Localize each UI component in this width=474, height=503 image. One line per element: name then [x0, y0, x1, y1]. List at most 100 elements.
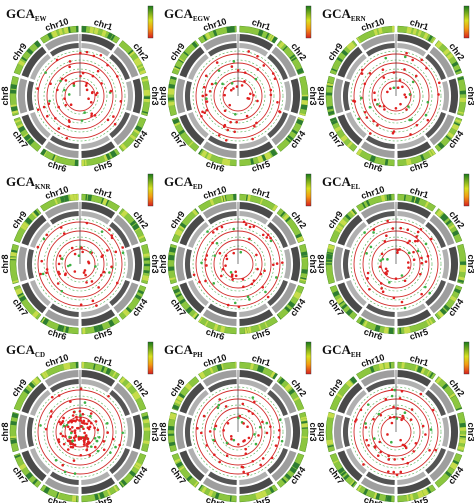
- density-patch: [291, 56, 297, 62]
- snp-dot: [378, 265, 382, 269]
- density-patch: [126, 383, 132, 390]
- density-patch: [213, 323, 219, 331]
- snp-dot: [413, 239, 417, 243]
- dark-track: [188, 221, 209, 248]
- density-patch: [300, 418, 308, 422]
- snp-dot: [64, 435, 67, 438]
- density-patch: [138, 235, 145, 240]
- density-patch: [285, 137, 292, 143]
- snp-dot: [373, 446, 377, 449]
- chromosome-label: chr5: [408, 495, 429, 503]
- chromosome-band: [276, 117, 305, 152]
- density-patch: [350, 481, 357, 487]
- gray-track: [44, 370, 79, 387]
- density-patch: [276, 314, 282, 320]
- title-subscript: ED: [193, 183, 203, 191]
- density-patch: [411, 195, 416, 203]
- density-patch: [454, 288, 461, 294]
- snp-dot: [36, 108, 40, 111]
- snp-dot: [415, 123, 419, 127]
- density-patch: [15, 287, 23, 295]
- snp-dot: [399, 470, 403, 474]
- density-patch: [141, 78, 149, 82]
- snp-dot: [87, 419, 90, 423]
- dark-track: [284, 248, 291, 280]
- snp-dot: [398, 78, 402, 82]
- density-patch: [10, 438, 17, 444]
- snp-dot: [365, 252, 368, 255]
- snp-dot: [390, 388, 394, 391]
- dark-track: [49, 43, 79, 57]
- dark-track: [109, 448, 130, 475]
- snp-dot: [42, 105, 46, 109]
- density-patch: [326, 93, 333, 95]
- snp-dot: [248, 225, 252, 229]
- snp-dot: [75, 415, 78, 419]
- snp-dot: [424, 113, 428, 117]
- density-patch: [63, 27, 69, 34]
- density-patch: [459, 438, 466, 444]
- density-patch: [406, 494, 409, 502]
- gray-track: [337, 450, 363, 482]
- dark-track: [346, 448, 367, 475]
- density-patch: [179, 298, 186, 305]
- density-patch: [337, 467, 345, 474]
- density-patch: [459, 261, 466, 265]
- threshold-ring: [52, 236, 108, 292]
- chromosome-label: chr3: [150, 254, 160, 273]
- chromosome-label: chr8: [0, 86, 10, 105]
- snp-dot: [392, 71, 396, 74]
- density-patch: [22, 133, 29, 138]
- snp-dot: [67, 439, 71, 443]
- chromosome-label: chr3: [466, 254, 474, 273]
- threshold-ring: [34, 218, 126, 310]
- density-patch: [42, 317, 49, 326]
- snp-dot: [363, 82, 367, 86]
- snp-dot: [62, 232, 66, 235]
- density-patch: [289, 54, 296, 60]
- density-patch: [85, 194, 88, 201]
- density-patch: [434, 314, 439, 320]
- snp-dot: [59, 422, 63, 426]
- dark-track: [185, 416, 192, 448]
- gray-track: [239, 202, 274, 219]
- snp-dot: [387, 454, 390, 458]
- snp-dot: [82, 271, 86, 274]
- snp-dot: [67, 125, 71, 128]
- snp-dot: [216, 406, 220, 410]
- density-patch: [105, 367, 112, 375]
- snp-dot: [110, 265, 113, 269]
- snp-dot: [388, 87, 392, 90]
- snp-dot: [218, 460, 221, 464]
- snp-dot: [63, 88, 66, 92]
- density-patch: [60, 325, 65, 332]
- snp-dot: [405, 51, 408, 55]
- density-patch: [292, 462, 300, 470]
- snp-dot: [57, 127, 61, 130]
- chromosome-label: chr3: [308, 86, 318, 105]
- snp-dot: [64, 272, 67, 276]
- snp-dot: [232, 60, 236, 63]
- density-patch: [168, 266, 175, 271]
- density-patch: [168, 425, 175, 431]
- dark-track: [239, 135, 269, 149]
- snp-dot: [437, 93, 440, 96]
- snp-dot: [229, 120, 232, 124]
- snp-dot: [65, 137, 69, 140]
- snp-dot: [58, 254, 62, 258]
- title-main: GCA: [164, 174, 194, 189]
- panel: chr1chr2chr3chr4chr5chr6chr7chr8chr9chr1…: [316, 5, 474, 174]
- snp-dot: [410, 118, 413, 122]
- density-patch: [92, 363, 96, 370]
- snp-dot: [57, 105, 60, 109]
- density-patch: [186, 475, 193, 482]
- snp-dot: [119, 100, 123, 103]
- snp-dot: [79, 414, 82, 417]
- snp-dot: [212, 438, 215, 442]
- gray-track: [397, 202, 432, 219]
- density-patch: [168, 433, 175, 437]
- density-patch: [401, 362, 405, 369]
- density-patch: [168, 101, 175, 106]
- snp-dot: [386, 269, 389, 273]
- gray-track: [290, 246, 300, 282]
